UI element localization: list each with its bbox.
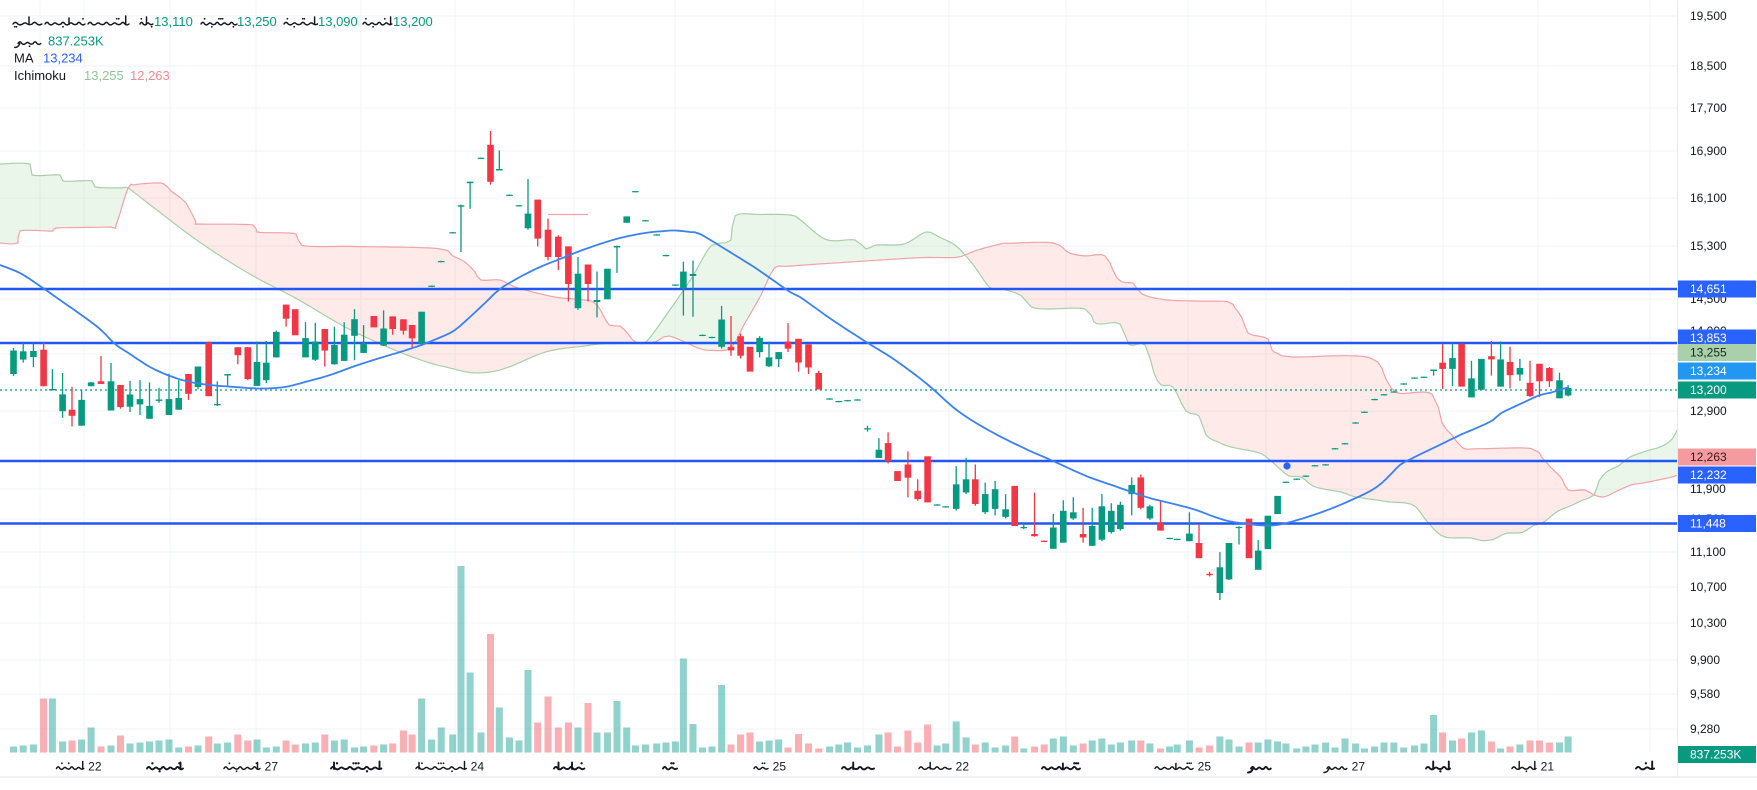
svg-text:10,700: 10,700 [1690, 580, 1727, 594]
svg-text:14,651: 14,651 [1690, 282, 1727, 296]
svg-text:17,700: 17,700 [1690, 101, 1727, 115]
svg-text:837.253K: 837.253K [1690, 748, 1741, 762]
svg-text:19,500: 19,500 [1690, 9, 1727, 23]
svg-text:12,900: 12,900 [1690, 404, 1727, 418]
svg-text:13,090: 13,090 [318, 14, 358, 29]
svg-text:18,500: 18,500 [1690, 59, 1727, 73]
svg-text:11,448: 11,448 [1690, 517, 1726, 531]
svg-text:27: 27 [265, 760, 279, 774]
svg-text:16,100: 16,100 [1690, 191, 1727, 205]
svg-text:11,900: 11,900 [1690, 482, 1726, 496]
svg-text:837.253K: 837.253K [48, 34, 104, 49]
svg-text:12,263: 12,263 [1690, 450, 1727, 464]
svg-text:9,900: 9,900 [1690, 653, 1720, 667]
svg-text:15,300: 15,300 [1690, 239, 1727, 253]
svg-text:13,250: 13,250 [237, 14, 277, 29]
svg-text:12,263: 12,263 [130, 68, 170, 83]
svg-text:13,234: 13,234 [43, 51, 83, 66]
svg-text:MA: MA [14, 51, 34, 66]
svg-text:13,255: 13,255 [1690, 346, 1727, 360]
svg-text:21: 21 [1541, 760, 1555, 774]
svg-text:9,280: 9,280 [1690, 722, 1720, 736]
svg-text:27: 27 [1352, 760, 1366, 774]
svg-text:25: 25 [1198, 760, 1212, 774]
svg-text:13,200: 13,200 [393, 14, 433, 29]
svg-text:Ichimoku: Ichimoku [14, 68, 66, 83]
svg-text:25: 25 [773, 760, 787, 774]
svg-text:13,853: 13,853 [1690, 331, 1727, 345]
svg-text:12,232: 12,232 [1690, 468, 1727, 482]
svg-text:13,200: 13,200 [1690, 383, 1727, 397]
svg-text:22: 22 [88, 760, 102, 774]
svg-text:13,234: 13,234 [1690, 364, 1727, 378]
svg-text:10,300: 10,300 [1690, 616, 1727, 630]
svg-text:13,255: 13,255 [84, 68, 124, 83]
svg-text:11,100: 11,100 [1690, 545, 1726, 559]
svg-text:24: 24 [471, 760, 485, 774]
svg-text:16,900: 16,900 [1690, 144, 1727, 158]
svg-text:9,580: 9,580 [1690, 687, 1720, 701]
svg-text:13,110: 13,110 [154, 14, 193, 29]
svg-text:22: 22 [956, 760, 970, 774]
